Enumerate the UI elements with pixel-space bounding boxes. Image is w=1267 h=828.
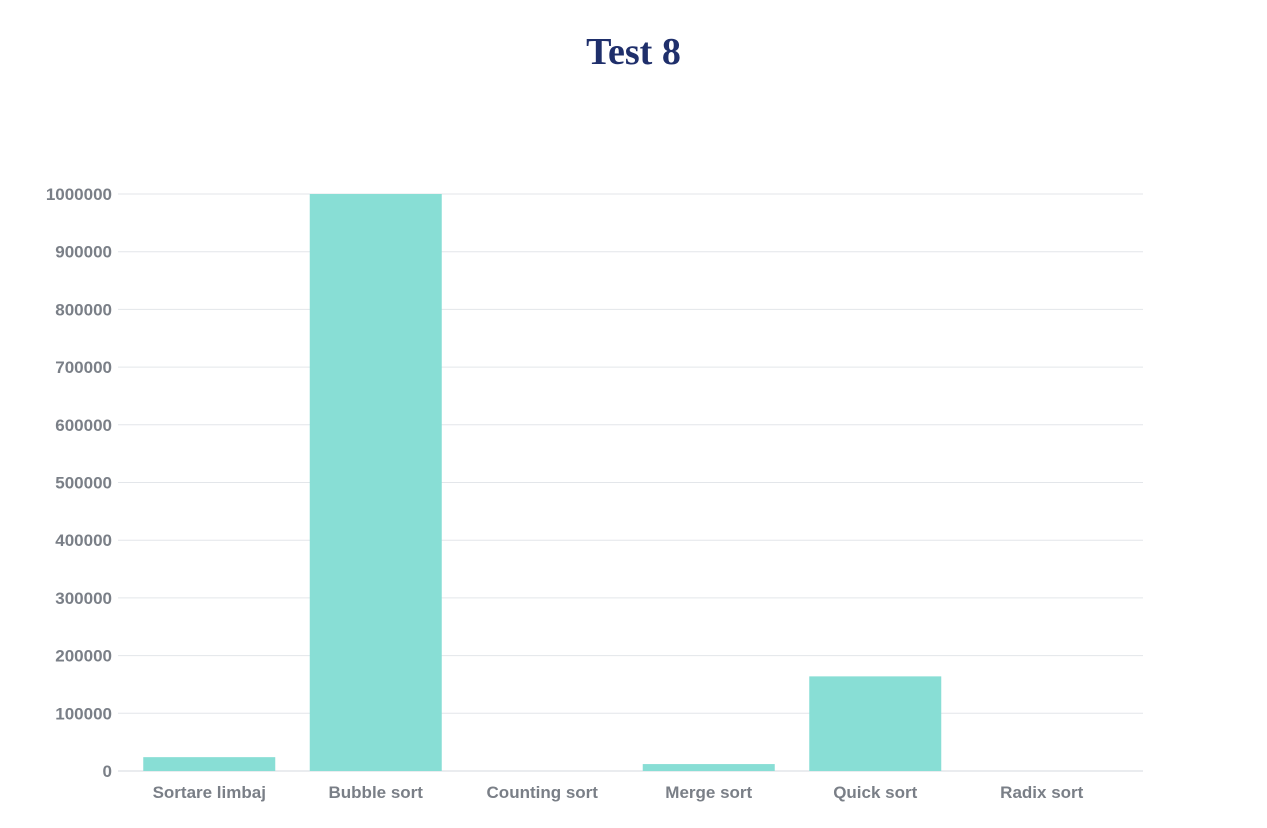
- y-tick-label: 500000: [55, 474, 112, 493]
- x-category-label: Quick sort: [833, 783, 917, 802]
- bar: [143, 757, 276, 771]
- chart-title: Test 8: [586, 31, 681, 73]
- y-tick-label: 100000: [55, 704, 112, 723]
- y-tick-label: 200000: [55, 647, 112, 666]
- x-category-label: Merge sort: [665, 783, 752, 802]
- gridlines: [118, 193, 1143, 772]
- y-tick-label: 900000: [55, 243, 112, 262]
- x-category-label: Radix sort: [1000, 783, 1083, 802]
- x-category-label: Sortare limbaj: [153, 783, 266, 802]
- y-tick-label: 700000: [55, 358, 112, 377]
- y-tick-label: 0: [103, 762, 112, 781]
- y-tick-label: 1000000: [46, 185, 112, 204]
- bar: [309, 194, 442, 771]
- x-category-label: Counting sort: [487, 783, 599, 802]
- y-tick-label: 400000: [55, 531, 112, 550]
- bar: [809, 676, 942, 771]
- y-tick-label: 600000: [55, 416, 112, 435]
- bars: [143, 194, 942, 771]
- y-tick-label: 800000: [55, 300, 112, 319]
- x-axis-category-labels: Sortare limbaj Bubble sort Counting sort Me…: [153, 783, 1084, 802]
- x-category-label: Bubble sort: [329, 783, 424, 802]
- y-tick-label: 300000: [55, 589, 112, 608]
- bar: [642, 764, 775, 771]
- y-axis-tick-labels: 0 100000 200000 300000 400000 500000 600000 700…: [46, 185, 112, 781]
